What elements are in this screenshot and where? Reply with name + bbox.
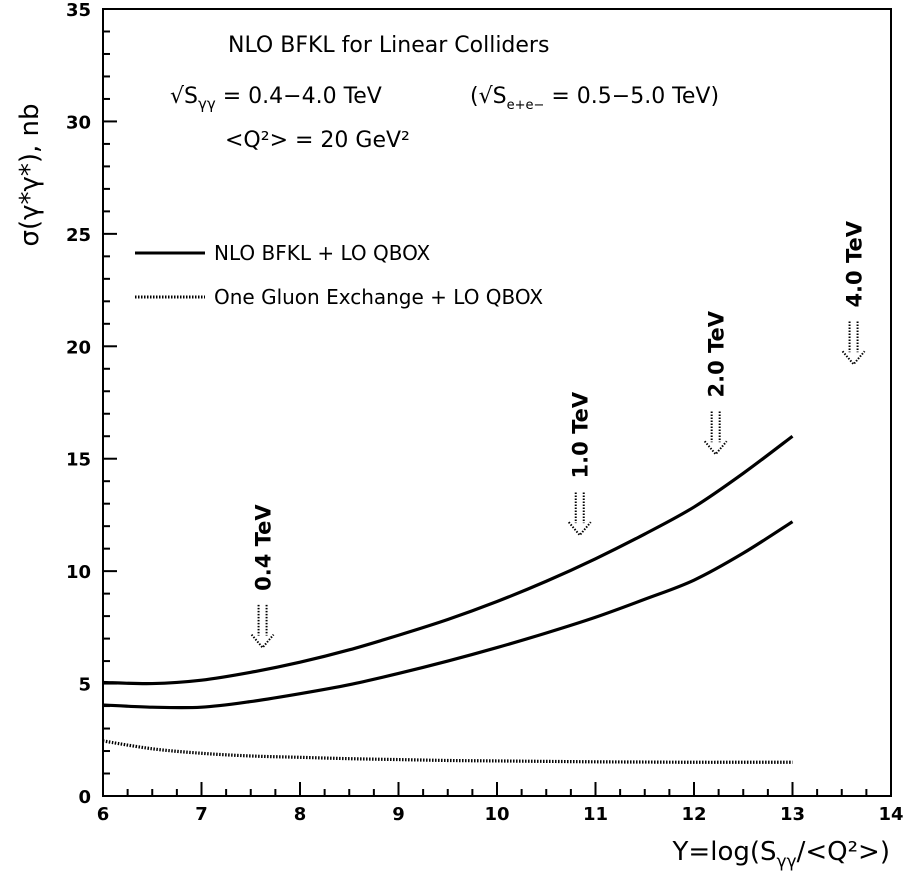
- y-tick-label: 20: [66, 337, 91, 358]
- energy-marker-label: 1.0 TeV: [569, 391, 593, 478]
- energy-marker-label: 2.0 TeV: [705, 310, 729, 397]
- energy-markers: 0.4 TeV 1.0 TeV 2.0 TeV 4.0 TeV: [250, 220, 867, 650]
- series-layer: [102, 434, 794, 764]
- x-axis-title-sub: γγ: [777, 852, 797, 871]
- x-tick-label: 9: [392, 804, 405, 825]
- q2-annotation: <Q²> = 20 GeV²: [225, 128, 410, 153]
- series-line-2: [102, 520, 794, 710]
- energy-marker: 1.0 TeV: [567, 391, 593, 537]
- y-tick-label: 30: [66, 112, 91, 133]
- legend-label-nlo-bfkl: NLO BFKL + LO QBOX: [214, 241, 431, 265]
- energy-marker: 2.0 TeV: [703, 310, 729, 456]
- y-tick-label: 35: [66, 0, 91, 21]
- chart-title: NLO BFKL for Linear Colliders: [228, 33, 549, 58]
- energy-range-gg-sub: γγ: [198, 95, 216, 113]
- y-axis-ticks: [103, 8, 117, 797]
- energy-range-gg: √Sγγ = 0.4−4.0 TeV: [170, 84, 382, 113]
- arrow-head: [841, 350, 866, 366]
- y-tick-label: 15: [66, 450, 91, 471]
- series-line-1: [102, 434, 794, 686]
- y-axis-tick-labels: 0 5 10 15 20 25 30 35: [66, 0, 91, 808]
- arrow-head: [250, 633, 275, 650]
- energy-range-ee-sub: e+e−: [507, 98, 545, 113]
- x-tick-label: 11: [583, 804, 608, 825]
- energy-range-gg-root: √S: [170, 84, 198, 109]
- energy-range-ee: (√Se+e− = 0.5−5.0 TeV): [470, 84, 719, 113]
- y-tick-label: 0: [78, 787, 91, 808]
- y-tick-label: 25: [66, 225, 91, 246]
- energy-marker-label: 0.4 TeV: [252, 504, 276, 591]
- energy-range-ee-open: (√S: [470, 84, 507, 109]
- x-axis-title-prefix: Y=log(S: [672, 837, 777, 867]
- energy-range-ee-value: = 0.5−5.0 TeV): [544, 84, 719, 109]
- energy-marker: 4.0 TeV: [841, 220, 867, 366]
- series-line-3: [102, 739, 793, 764]
- arrow-head: [703, 440, 728, 456]
- arrow-head: [567, 521, 592, 537]
- x-tick-label: 6: [97, 804, 110, 825]
- legend-label-one-gluon: One Gluon Exchange + LO QBOX: [214, 285, 543, 309]
- x-axis-title: Y=log(Sγγ/<Q²>): [672, 837, 890, 871]
- x-axis-ticks: [102, 782, 892, 796]
- x-tick-label: 13: [780, 804, 805, 825]
- x-tick-label: 7: [195, 804, 208, 825]
- x-tick-label: 10: [484, 804, 509, 825]
- x-tick-label: 14: [878, 804, 903, 825]
- x-tick-label: 8: [294, 804, 307, 825]
- y-tick-label: 5: [78, 675, 91, 696]
- x-axis-tick-labels: 6 7 8 9 10 11 12 13 14: [97, 804, 903, 825]
- y-axis-title: σ(γ*γ*), nb: [15, 103, 45, 246]
- legend: NLO BFKL + LO QBOX One Gluon Exchange + …: [135, 241, 543, 309]
- x-axis-title-suffix: /<Q²>): [797, 837, 890, 867]
- energy-marker-label: 4.0 TeV: [843, 220, 867, 307]
- energy-range-gg-value: = 0.4−4.0 TeV: [216, 84, 382, 109]
- x-tick-label: 12: [681, 804, 706, 825]
- y-tick-label: 10: [66, 562, 91, 583]
- energy-marker: 0.4 TeV: [250, 504, 276, 650]
